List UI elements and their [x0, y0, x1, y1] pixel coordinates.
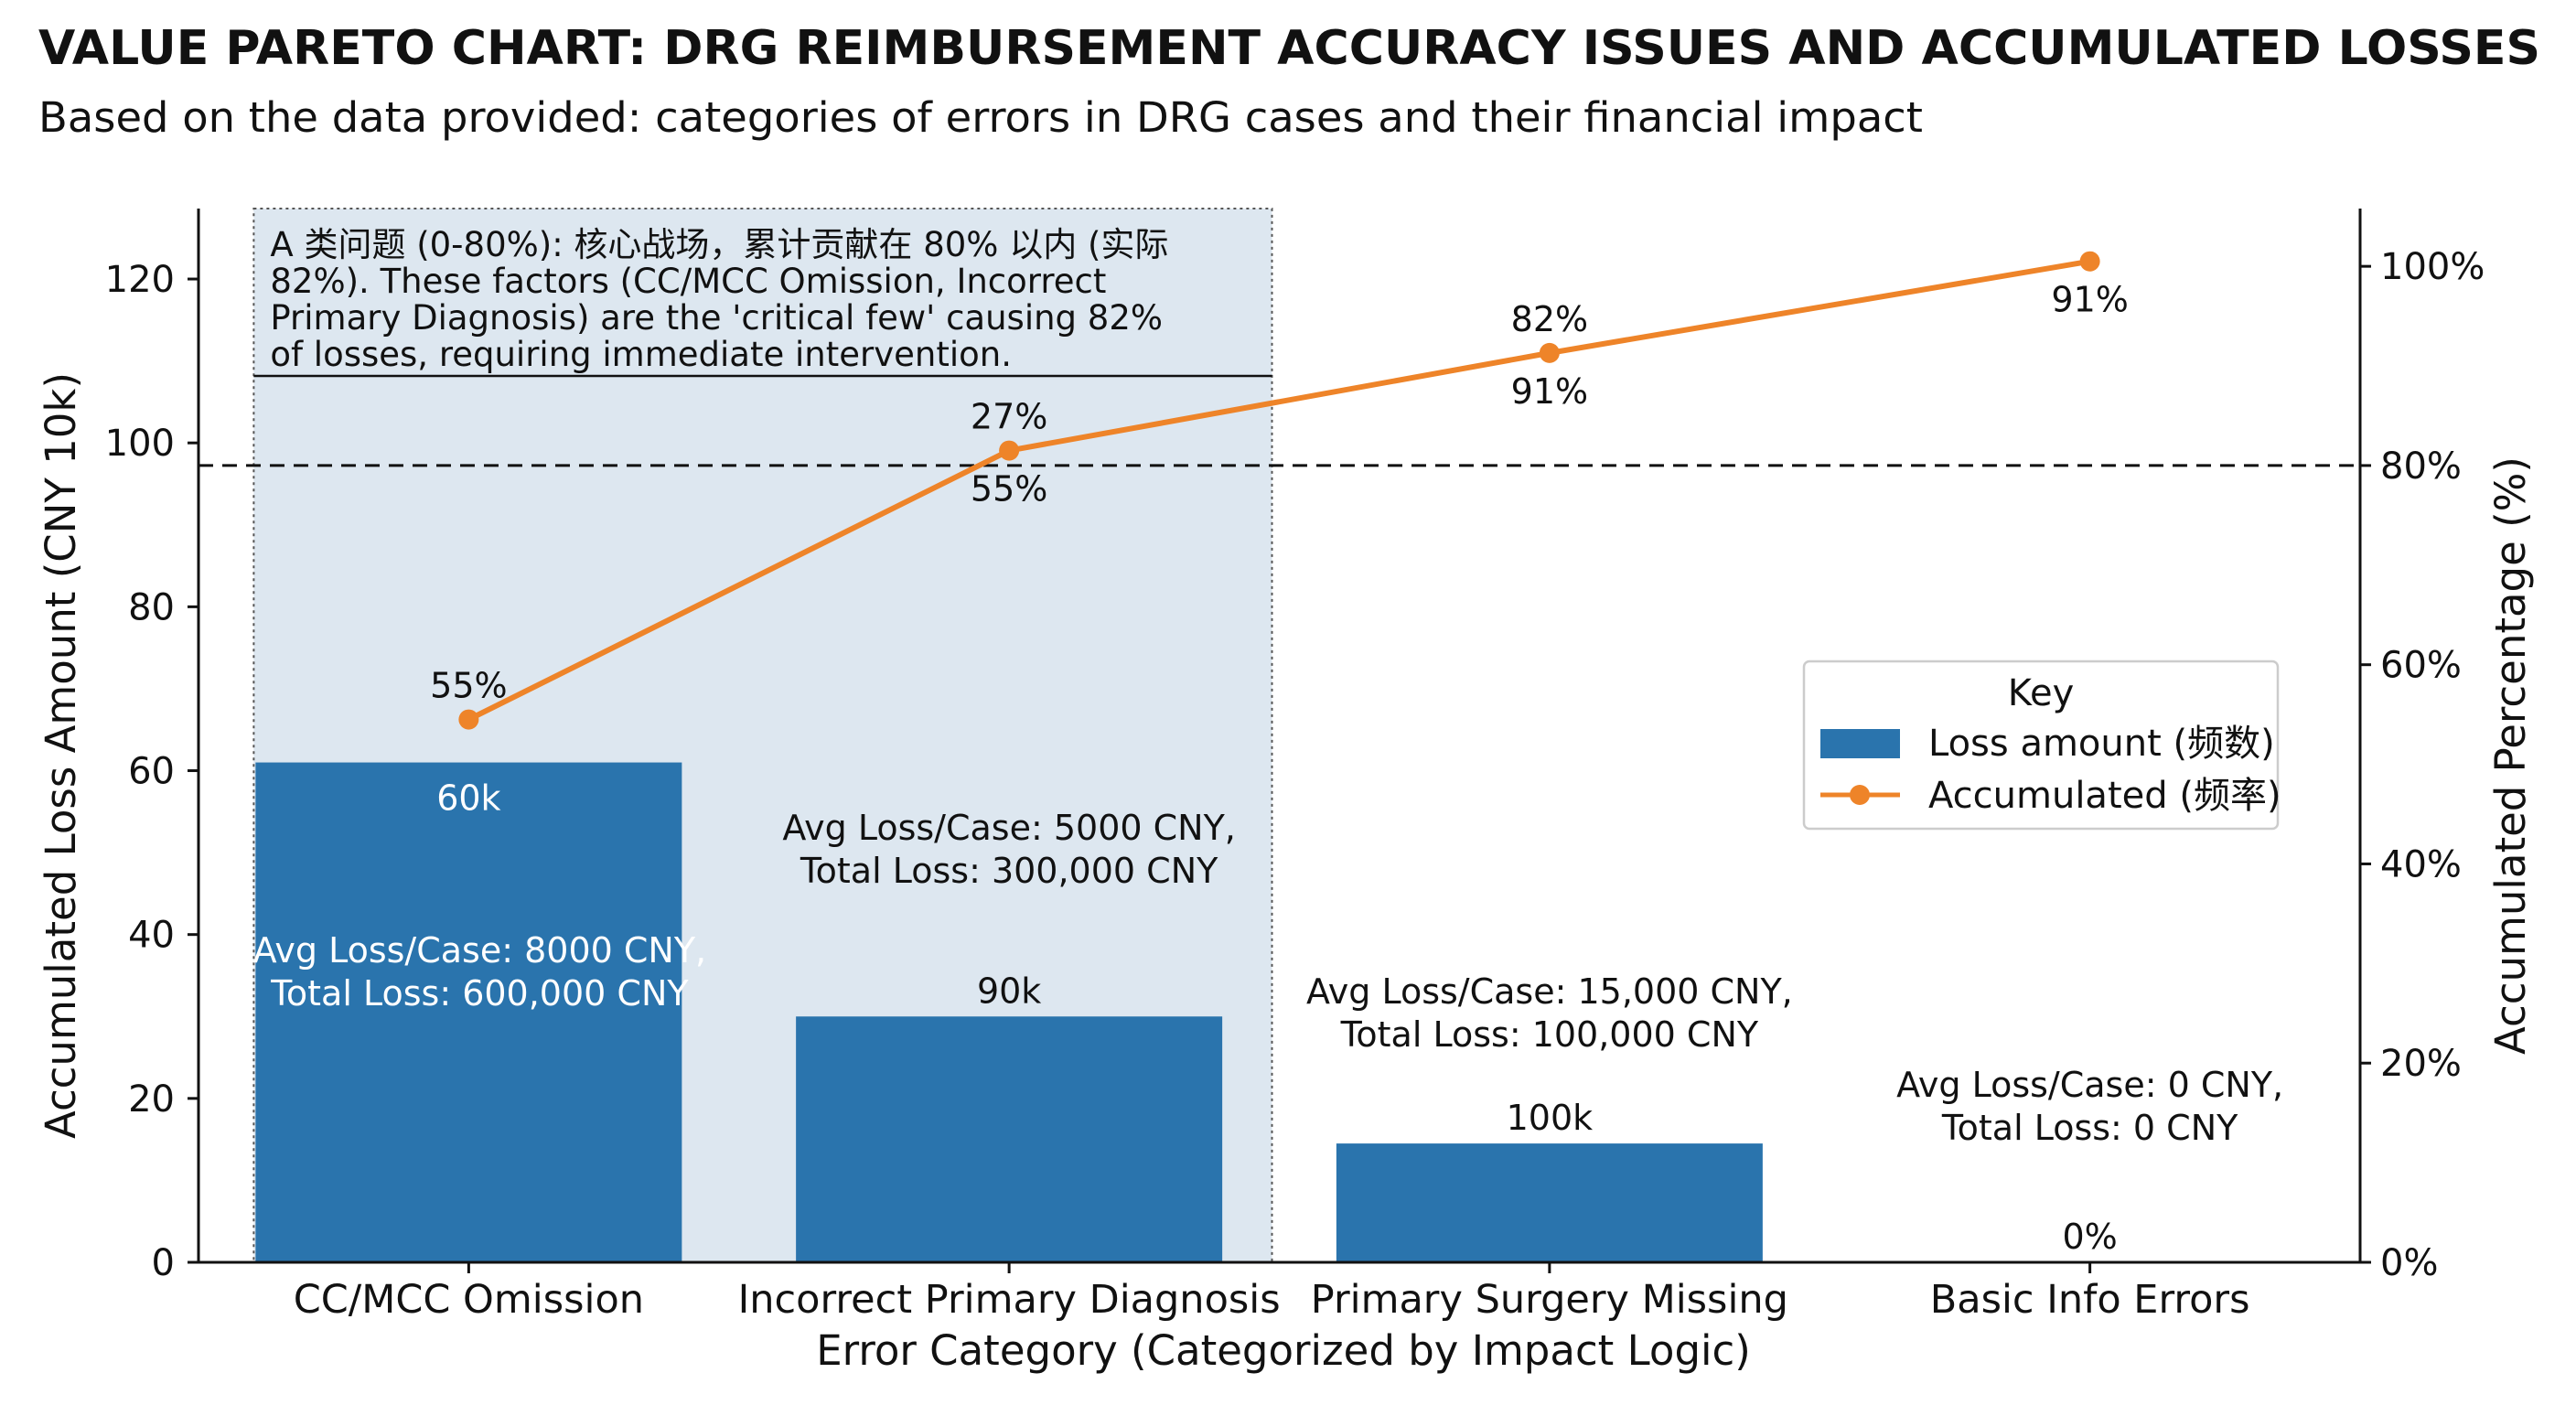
bar-detail-label: Total Loss: 100,000 CNY [1340, 1014, 1759, 1055]
accumulated-label-below: 55% [971, 469, 1047, 509]
bar-detail-label: Avg Loss/Case: 0 CNY, [1896, 1065, 2283, 1105]
highlight-annotation-line: of losses, requiring immediate intervent… [270, 335, 1012, 374]
legend-bar-swatch [1820, 729, 1900, 758]
accumulated-series [458, 251, 2100, 730]
y2-tick-label: 60% [2380, 645, 2462, 687]
y-tick-label: 80 [128, 586, 175, 628]
y-tick-label: 20 [128, 1078, 175, 1121]
bar-detail-label: Avg Loss/Case: 15,000 CNY, [1306, 971, 1793, 1012]
legend-frame [1802, 660, 2280, 831]
axes: 0 20 40 60 80 100 120 0% 20% 40% 60% 80% 100% CC/MCC … [105, 209, 2485, 1323]
y2-axis-title: Accumulated Percentage (%) [2486, 456, 2535, 1055]
y2-tick-label: 100% [2380, 246, 2485, 288]
bar-2 [796, 1016, 1223, 1262]
accumulated-point-4 [2079, 251, 2100, 272]
y-tick-label: 120 [105, 259, 175, 301]
y-tick-label: 100 [105, 423, 175, 465]
x-tick-label: Basic Info Errors [1930, 1277, 2250, 1323]
y2-tick-label: 40% [2380, 843, 2462, 885]
bar-detail-label: Avg Loss/Case: 5000 CNY, [782, 808, 1236, 848]
y-tick-label: 0 [152, 1242, 175, 1284]
highlight-annotation-line: Primary Diagnosis) are the 'critical few… [270, 298, 1163, 338]
accumulated-line [467, 258, 2091, 723]
accumulated-label-above: 82% [1511, 299, 1588, 339]
bar-series [255, 762, 1763, 1262]
legend-line-marker [1850, 785, 1870, 805]
legend-line-label: Accumulated (频率) [1928, 775, 2281, 817]
bar-3 [1336, 1143, 1763, 1262]
bar-value-label: 60k [436, 778, 500, 819]
chart-title: VALUE PARETO CHART: DRG REIMBURSEMENT AC… [38, 21, 2540, 76]
y2-tick-label: 0% [2380, 1242, 2438, 1284]
bar-detail-label: Total Loss: 600,000 CNY [270, 973, 689, 1014]
y2-tick-label: 20% [2380, 1043, 2462, 1085]
accumulated-point-2 [999, 440, 1020, 461]
bar-detail-label: Total Loss: 300,000 CNY [800, 851, 1218, 891]
accumulated-label-above: 55% [430, 666, 507, 706]
bar-value-label: 0% [2062, 1217, 2117, 1257]
x-tick-label: Primary Surgery Missing [1311, 1277, 1788, 1323]
y-tick-label: 40 [128, 915, 175, 957]
accumulated-point-1 [458, 709, 479, 730]
bar-value-label: 100k [1507, 1098, 1594, 1138]
accumulated-label-below: 91% [2051, 280, 2128, 320]
accumulated-label-above: 27% [971, 397, 1047, 437]
legend-bar-label: Loss amount (频数) [1928, 723, 2275, 765]
chart-subtitle: Based on the data provided: categories o… [38, 93, 1923, 142]
x-tick-label: CC/MCC Omission [294, 1277, 644, 1323]
y2-tick-label: 80% [2380, 445, 2462, 488]
legend-title: Key [2008, 672, 2075, 714]
bar-detail-label: Avg Loss/Case: 8000 CNY, [253, 930, 707, 971]
y-axis-title: Accumulated Loss Amount (CNY 10k) [37, 372, 85, 1139]
bar-value-label: 90k [977, 971, 1041, 1011]
accumulated-label-below: 91% [1511, 371, 1588, 412]
accumulated-point-3 [1539, 342, 1560, 363]
legend: Key Loss amount (频数) Accumulated (频率) [1802, 660, 2281, 831]
x-axis-title: Error Category (Categorized by Impact Lo… [816, 1326, 1751, 1375]
highlight-annotation-line: 82%). These factors (CC/MCC Omission, In… [270, 262, 1106, 301]
bar-1 [255, 762, 682, 1262]
bar-detail-label: Total Loss: 0 CNY [1941, 1108, 2238, 1148]
x-tick-label: Incorrect Primary Diagnosis [738, 1277, 1281, 1323]
highlight-annotation-line: A 类问题 (0-80%): 核心战场，累计贡献在 80% 以内 (实际 [270, 225, 1168, 264]
y-tick-label: 60 [128, 751, 175, 793]
